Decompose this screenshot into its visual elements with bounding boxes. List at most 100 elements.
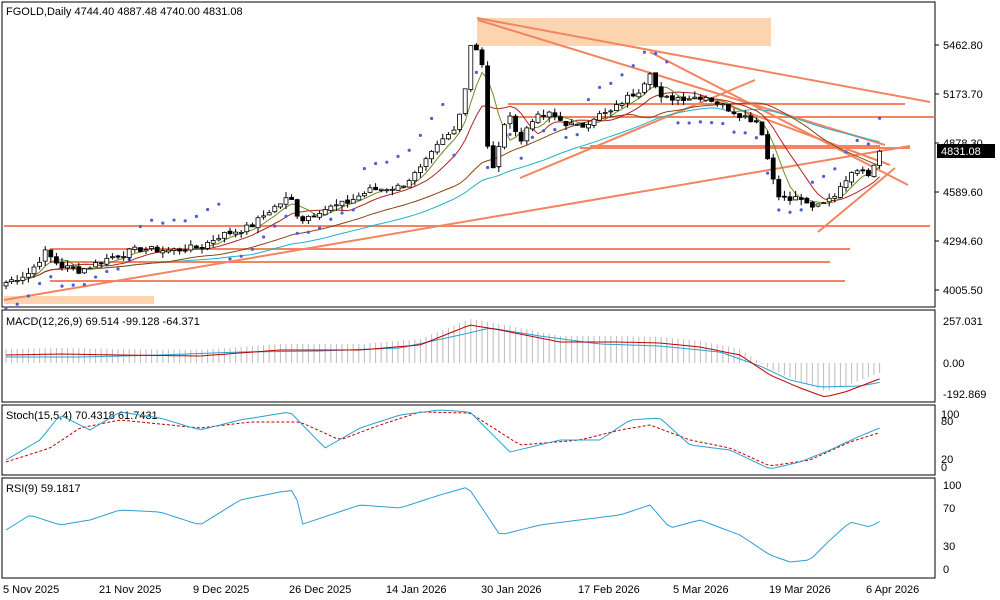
- sar-dot: [698, 120, 703, 124]
- candle-body: [698, 96, 703, 100]
- sar-dot: [351, 208, 355, 212]
- trendline: [476, 17, 931, 103]
- rsi-header: RSI(9) 59.1817: [6, 483, 81, 495]
- ma-slow-line: [5, 102, 880, 284]
- candles-layer[interactable]: [3, 43, 882, 290]
- rsi-panel[interactable]: [1, 477, 936, 579]
- sar-dot: [385, 160, 389, 164]
- sar-dot: [833, 167, 837, 171]
- candle-body: [65, 265, 70, 269]
- zones-layer: [4, 18, 771, 304]
- candle-body: [104, 257, 110, 265]
- candle-body: [294, 199, 300, 217]
- candle-body: [501, 124, 507, 148]
- candle-body: [821, 202, 826, 205]
- candle-body: [776, 179, 782, 198]
- candle-body: [322, 209, 328, 216]
- stoch-tick: 20: [941, 454, 953, 466]
- sar-dot: [486, 165, 490, 170]
- price-tick: 4589.60: [943, 187, 983, 199]
- sar-dot: [94, 275, 98, 279]
- sar-dot: [665, 60, 669, 64]
- candle-body: [473, 44, 479, 51]
- candle-body: [765, 134, 770, 160]
- macd-axis: 257.031 0.00 -192.869: [943, 316, 986, 401]
- candle-body: [210, 240, 216, 244]
- sar-dot: [217, 202, 221, 206]
- candle-body: [87, 267, 93, 270]
- date-tick: 9 Dec 2025: [193, 584, 249, 596]
- stoch-panel[interactable]: [1, 404, 936, 476]
- sar-dot: [138, 224, 142, 229]
- sar-dot: [239, 254, 243, 258]
- sar-dot: [374, 161, 378, 166]
- candle-body: [300, 216, 306, 222]
- sar-dot: [105, 269, 109, 274]
- candle-body: [518, 131, 524, 142]
- sar-dot: [60, 284, 64, 288]
- sar-dot: [721, 122, 725, 126]
- sar-dot: [754, 136, 759, 140]
- candle-body: [378, 188, 384, 191]
- candle-body: [395, 184, 401, 191]
- macd-tick: 257.031: [943, 316, 983, 328]
- trendlines-layer[interactable]: [3, 17, 935, 301]
- sar-dot: [262, 235, 266, 239]
- sar-dot: [362, 166, 366, 171]
- current-price-label: 4831.08: [941, 146, 981, 158]
- candle-body: [647, 73, 653, 85]
- candle-body: [233, 231, 239, 235]
- candle-body: [333, 204, 339, 207]
- macd-layer: [5, 319, 881, 398]
- candle-body: [530, 121, 535, 130]
- price-tick: 4294.60: [943, 236, 983, 248]
- candle-body: [804, 197, 810, 204]
- date-tick: 26 Dec 2025: [289, 584, 351, 596]
- candle-body: [305, 216, 311, 221]
- sar-dot: [687, 121, 691, 125]
- sar-dot: [26, 294, 30, 298]
- candle-body: [423, 158, 429, 167]
- sar-dot: [116, 267, 120, 271]
- candle-body: [731, 111, 737, 115]
- candle-body: [143, 249, 149, 252]
- sar-dot: [642, 50, 647, 54]
- sar-dot: [284, 214, 288, 218]
- candle-body: [401, 185, 407, 188]
- resistance-zone: [477, 18, 771, 46]
- candle-body: [619, 103, 625, 106]
- stoch-tick: 0: [941, 462, 947, 474]
- rsi-tick: 100: [943, 480, 961, 492]
- sar-dot: [878, 116, 882, 120]
- candle-body: [328, 205, 334, 211]
- candle-body: [317, 213, 323, 218]
- candle-body: [429, 151, 435, 160]
- candle-body: [686, 98, 692, 101]
- candle-body: [770, 157, 776, 180]
- sar-dot: [777, 208, 781, 212]
- date-tick: 17 Feb 2026: [578, 584, 640, 596]
- candle-body: [468, 45, 474, 90]
- candle-body: [591, 118, 597, 126]
- sar-dot: [474, 70, 478, 75]
- sar-dot: [306, 230, 310, 234]
- sar-dot: [810, 180, 815, 184]
- sar-dot: [855, 138, 859, 143]
- candle-body: [445, 134, 451, 140]
- candle-body: [76, 266, 82, 274]
- sar-dot: [732, 130, 736, 134]
- price-axis: 5462.80 5173.70 4878.30 4589.60 4294.60 …: [935, 40, 983, 297]
- macd-header: MACD(12,26,9) 69.514 -99.128 -64.371: [6, 316, 200, 328]
- sar-dot: [788, 210, 792, 214]
- candle-body: [457, 113, 463, 130]
- candle-body: [642, 83, 647, 93]
- candle-body: [249, 224, 255, 228]
- ma-mid-line: [5, 91, 880, 284]
- sar-dot: [161, 221, 165, 225]
- parabolic-sar-layer: [4, 50, 882, 310]
- candle-body: [558, 116, 563, 121]
- candle-body: [137, 247, 143, 252]
- sar-dot: [194, 214, 198, 218]
- candle-body: [524, 127, 530, 142]
